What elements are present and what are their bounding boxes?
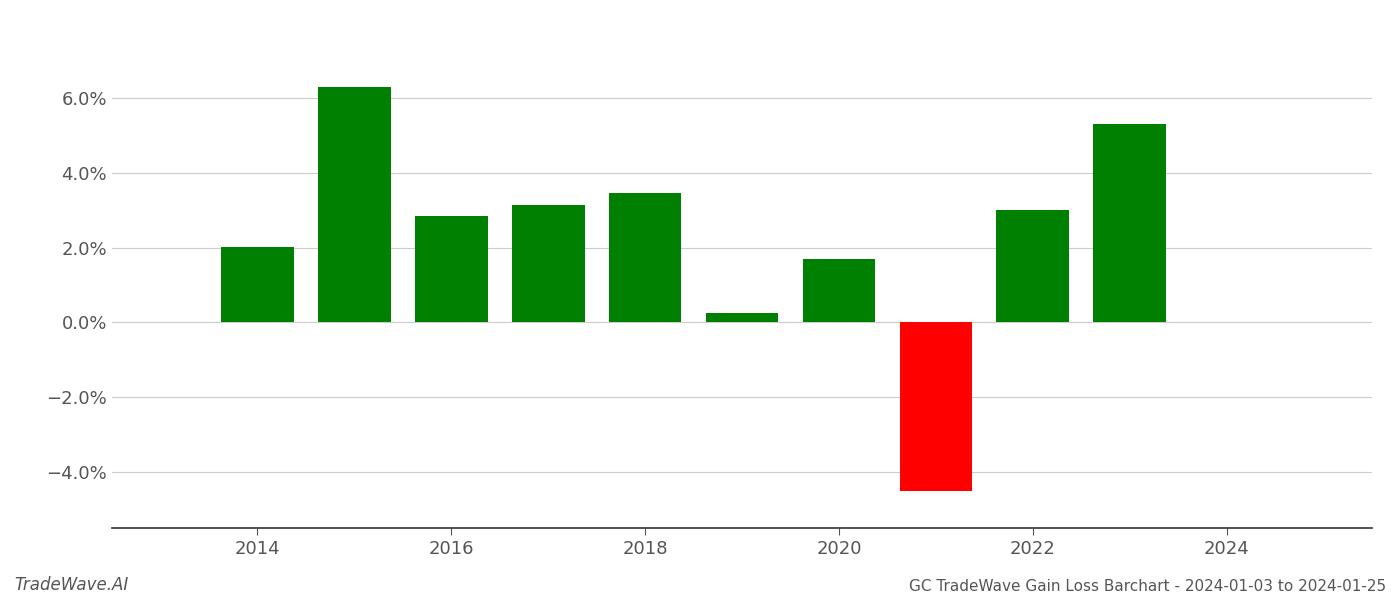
Bar: [802, 259, 875, 322]
Bar: [706, 313, 778, 322]
Bar: [512, 205, 585, 322]
Bar: [318, 87, 391, 322]
Bar: [609, 193, 682, 322]
Bar: [900, 322, 972, 491]
Bar: [414, 216, 487, 322]
Bar: [997, 210, 1070, 322]
Bar: [1093, 124, 1166, 322]
Text: TradeWave.AI: TradeWave.AI: [14, 576, 129, 594]
Text: GC TradeWave Gain Loss Barchart - 2024-01-03 to 2024-01-25: GC TradeWave Gain Loss Barchart - 2024-0…: [909, 579, 1386, 594]
Bar: [221, 247, 294, 322]
